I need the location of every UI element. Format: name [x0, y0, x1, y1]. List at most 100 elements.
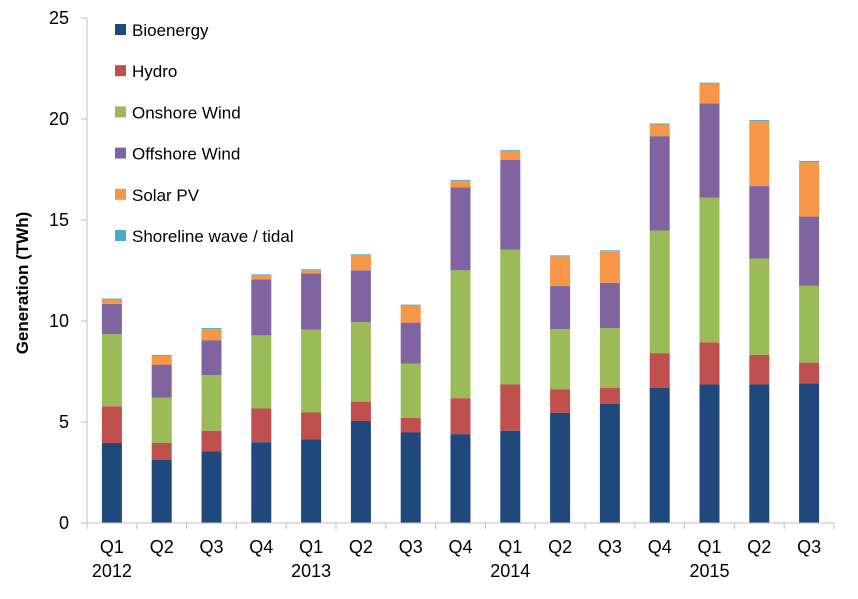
legend-label: Solar PV [132, 186, 200, 205]
bar-segment-hydro [500, 384, 521, 431]
legend-label: Shoreline wave / tidal [132, 227, 294, 246]
bar-segment-onshore-wind [350, 322, 371, 402]
legend-item: Solar PV [115, 186, 200, 205]
bar-segment-bioenergy [301, 439, 322, 523]
x-tick-label-year: 2013 [291, 561, 331, 581]
bar-stack [500, 149, 521, 523]
x-tick-label-quarter: Q4 [249, 537, 273, 557]
bar-segment-solar-pv [101, 299, 122, 304]
bar-segment-hydro [251, 408, 272, 443]
bar-segment-offshore-wind [201, 340, 222, 376]
bar-segment-solar-pv [649, 124, 670, 137]
x-tick-label-quarter: Q3 [199, 537, 223, 557]
legend-item: Bioenergy [115, 21, 209, 40]
bar-segment-hydro [350, 401, 371, 421]
y-axis-title: Generation (TWh) [13, 212, 32, 355]
bar-segment-onshore-wind [301, 329, 322, 413]
bar-segment-hydro [649, 353, 670, 388]
bar-segment-bioenergy [350, 420, 371, 523]
legend-label: Offshore Wind [132, 145, 240, 164]
bar-segment-shoreline-wave-tidal [550, 255, 571, 257]
bar-segment-solar-pv [350, 255, 371, 271]
bar-segment-bioenergy [101, 443, 122, 523]
bar-segment-solar-pv [450, 180, 471, 188]
bar-stack [799, 161, 820, 523]
bar-segment-onshore-wind [101, 334, 122, 407]
bar-segment-offshore-wind [699, 103, 720, 198]
x-tick-label-quarter: Q4 [648, 537, 672, 557]
bar-segment-hydro [749, 354, 770, 385]
bar-segment-offshore-wind [251, 279, 272, 336]
legend-item: Hydro [115, 62, 177, 81]
legend-swatch [115, 147, 126, 159]
bar-segment-hydro [450, 398, 471, 435]
y-axis-ticks: 0 5 10 15 20 25 [49, 8, 87, 533]
bar-segment-offshore-wind [101, 303, 122, 335]
bar-segment-hydro [599, 387, 620, 404]
bar-segment-hydro [201, 430, 222, 452]
bar-segment-shoreline-wave-tidal [301, 269, 322, 271]
bar-segment-onshore-wind [649, 230, 670, 354]
bar-segment-bioenergy [599, 403, 620, 523]
bar-segment-onshore-wind [799, 285, 820, 363]
x-tick-label-year: 2015 [689, 561, 729, 581]
bar-segment-bioenergy [649, 387, 670, 523]
x-tick-label-quarter: Q1 [697, 537, 721, 557]
bar-segment-offshore-wind [450, 187, 471, 271]
bar-segment-offshore-wind [151, 364, 172, 398]
bar-stack [400, 304, 421, 523]
bar-segment-shoreline-wave-tidal [699, 82, 720, 84]
bar-segment-hydro [550, 389, 571, 413]
bar-segment-hydro [799, 362, 820, 384]
bar-segment-bioenergy [251, 442, 272, 523]
y-tick-label: 0 [59, 513, 69, 533]
legend-item: Offshore Wind [115, 145, 240, 164]
bar-segment-solar-pv [151, 355, 172, 365]
bar-segment-offshore-wind [599, 282, 620, 329]
bar-segment-shoreline-wave-tidal [201, 328, 222, 330]
x-tick-label-quarter: Q1 [299, 537, 323, 557]
x-tick-label-quarter: Q2 [349, 537, 373, 557]
bar-stack [550, 255, 571, 523]
x-tick-label-quarter: Q1 [100, 537, 124, 557]
x-tick-label-quarter: Q1 [498, 537, 522, 557]
bar-segment-solar-pv [400, 305, 421, 323]
bar-segment-bioenergy [151, 459, 172, 523]
bar-segment-bioenergy [550, 412, 571, 523]
bar-segment-onshore-wind [699, 197, 720, 343]
bar-segment-solar-pv [251, 275, 272, 280]
bar-stack [301, 269, 322, 523]
bar-segment-offshore-wind [500, 160, 521, 250]
legend-swatch [115, 188, 126, 200]
bar-segment-shoreline-wave-tidal [799, 161, 820, 163]
bar-segment-shoreline-wave-tidal [350, 254, 371, 256]
legend-swatch [115, 65, 126, 77]
bar-segment-shoreline-wave-tidal [251, 274, 272, 276]
legend-swatch [115, 230, 126, 241]
bar-segment-bioenergy [799, 383, 820, 523]
bar-segment-offshore-wind [350, 270, 371, 323]
bar-segment-hydro [301, 412, 322, 440]
bar-segment-shoreline-wave-tidal [749, 120, 770, 122]
bar-segment-hydro [101, 406, 122, 444]
x-tick-label-quarter: Q4 [448, 537, 472, 557]
bar-segment-bioenergy [500, 430, 521, 523]
x-tick-label-quarter: Q2 [747, 537, 771, 557]
bar-segment-shoreline-wave-tidal [450, 179, 471, 181]
bar-segment-offshore-wind [799, 216, 820, 286]
bar-segment-offshore-wind [550, 286, 571, 330]
bar-segment-solar-pv [550, 256, 571, 287]
bar-stack [599, 250, 620, 523]
bar-segment-hydro [400, 417, 421, 433]
bar-segment-bioenergy [699, 384, 720, 523]
bar-segment-solar-pv [699, 83, 720, 104]
bar-stack [251, 274, 272, 523]
x-tick-label-year: 2012 [92, 561, 132, 581]
x-tick-label-quarter: Q2 [548, 537, 572, 557]
y-tick-label: 20 [49, 109, 69, 129]
bar-segment-onshore-wind [749, 258, 770, 355]
y-tick-label: 5 [59, 412, 69, 432]
bar-segment-offshore-wind [400, 322, 421, 364]
legend-swatch [115, 106, 126, 118]
bar-segment-onshore-wind [550, 329, 571, 390]
